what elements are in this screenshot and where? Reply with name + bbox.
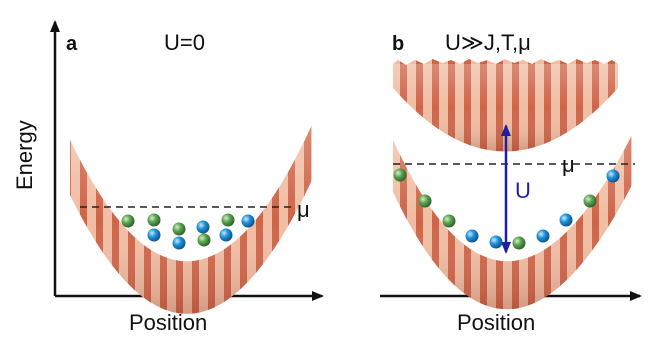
atom (147, 213, 161, 227)
gap-label-u: U (515, 178, 531, 203)
upper-energy-band-b-shade (393, 64, 618, 152)
mu-label-b: μ (562, 152, 575, 177)
atom (606, 169, 620, 183)
atom (393, 168, 407, 182)
y-axis-label: Energy (12, 120, 37, 190)
panel-a: a U=0 μ Energy Position (12, 20, 324, 335)
atom (418, 194, 432, 208)
panel-letter-a: a (66, 33, 78, 55)
atom (489, 235, 503, 249)
atom (512, 236, 526, 250)
panel-title-b: U≫J,T,μ (445, 30, 531, 55)
atom (559, 213, 573, 227)
atom (172, 222, 186, 236)
atom (196, 220, 210, 234)
mu-label-a: μ (297, 197, 310, 222)
atoms-b (393, 168, 620, 250)
x-axis-label-a: Position (129, 310, 207, 335)
atom (536, 229, 550, 243)
atom (465, 229, 479, 243)
atom (197, 233, 211, 247)
energy-band-a-shade (70, 125, 312, 314)
atoms-a (121, 213, 255, 250)
lower-energy-band-b-shade (393, 135, 632, 310)
atom (221, 213, 235, 227)
panel-b: b U≫J,T,μ μ U Position (380, 30, 642, 335)
atom (241, 214, 255, 228)
x-axis-label-b: Position (457, 310, 535, 335)
panel-letter-b: b (392, 33, 404, 55)
atom (442, 214, 456, 228)
panel-title-a: U=0 (164, 30, 205, 55)
atom (219, 228, 233, 242)
atom (172, 236, 186, 250)
atom (121, 214, 135, 228)
atom (583, 194, 597, 208)
atom (147, 228, 161, 242)
